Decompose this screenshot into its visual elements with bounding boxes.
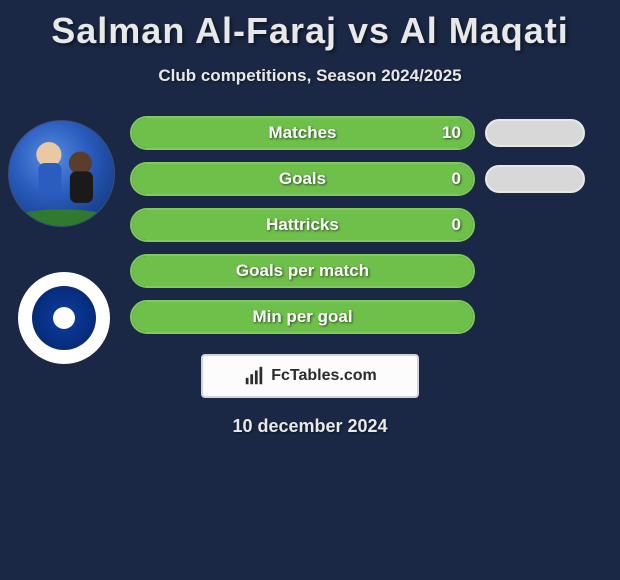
stat-bar-outline: Matches 10 [130, 116, 475, 150]
fctables-attribution: FcTables.com [201, 354, 419, 398]
right-col [475, 119, 595, 147]
stat-bar-outline: Goals per match [130, 254, 475, 288]
stat-bar: Goals per match [130, 254, 475, 288]
stat-row: Goals 0 [0, 162, 620, 196]
stat-label: Goals [279, 169, 326, 189]
stat-label: Matches [268, 123, 336, 143]
opponent-pill [485, 119, 585, 147]
stat-bar-outline: Min per goal [130, 300, 475, 334]
stat-row: Hattricks 0 [0, 208, 620, 242]
chart-icon [243, 365, 265, 387]
stat-value: 0 [452, 215, 461, 235]
stats-container: Matches 10 Goals 0 Hattricks 0 Goals per match… [0, 116, 620, 334]
right-col [475, 165, 595, 193]
page-title: Salman Al-Faraj vs Al Maqati [0, 0, 620, 52]
stat-value: 10 [442, 123, 461, 143]
stat-value: 0 [452, 169, 461, 189]
stat-label: Hattricks [266, 215, 339, 235]
stat-bar: Matches 10 [130, 116, 475, 150]
stat-label: Goals per match [236, 261, 369, 281]
stat-bar: Goals 0 [130, 162, 475, 196]
infographic-date: 10 december 2024 [0, 416, 620, 437]
stat-row: Min per goal [0, 300, 620, 334]
stat-row: Matches 10 [0, 116, 620, 150]
stat-bar-outline: Goals 0 [130, 162, 475, 196]
stat-bar: Hattricks 0 [130, 208, 475, 242]
opponent-pill [485, 165, 585, 193]
stat-row: Goals per match [0, 254, 620, 288]
stat-label: Min per goal [252, 307, 352, 327]
attribution-text: FcTables.com [271, 367, 377, 385]
stat-bar: Min per goal [130, 300, 475, 334]
stat-bar-outline: Hattricks 0 [130, 208, 475, 242]
page-subtitle: Club competitions, Season 2024/2025 [0, 66, 620, 86]
